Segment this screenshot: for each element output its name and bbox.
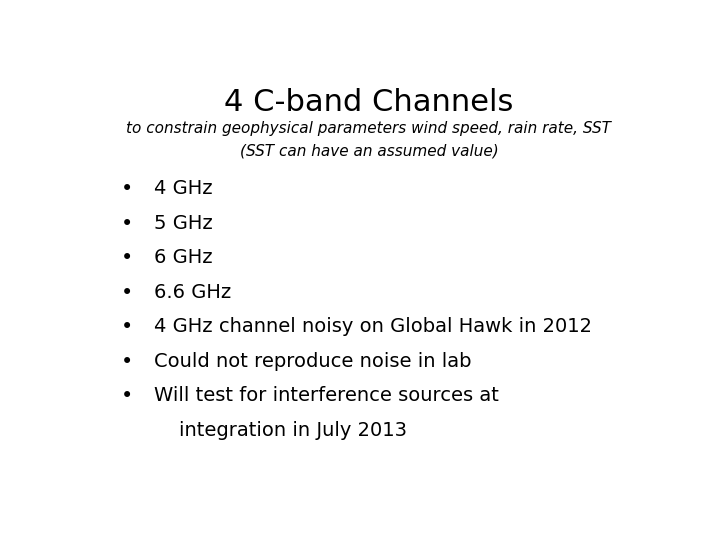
Text: •: • [121, 317, 133, 337]
Text: •: • [121, 352, 133, 372]
Text: (SST can have an assumed value): (SST can have an assumed value) [240, 144, 498, 159]
Text: 6.6 GHz: 6.6 GHz [154, 282, 231, 302]
Text: to constrain geophysical parameters wind speed, rain rate, SST: to constrain geophysical parameters wind… [127, 121, 611, 136]
Text: 4 GHz channel noisy on Global Hawk in 2012: 4 GHz channel noisy on Global Hawk in 20… [154, 317, 592, 336]
Text: 5 GHz: 5 GHz [154, 214, 213, 233]
Text: Will test for interference sources at: Will test for interference sources at [154, 386, 499, 405]
Text: •: • [121, 282, 133, 303]
Text: •: • [121, 248, 133, 268]
Text: •: • [121, 179, 133, 199]
Text: •: • [121, 214, 133, 234]
Text: Could not reproduce noise in lab: Could not reproduce noise in lab [154, 352, 472, 370]
Text: 4 GHz: 4 GHz [154, 179, 213, 198]
Text: 6 GHz: 6 GHz [154, 248, 213, 267]
Text: 4 C-band Channels: 4 C-band Channels [225, 87, 513, 117]
Text: •: • [121, 386, 133, 406]
Text: integration in July 2013: integration in July 2013 [154, 421, 408, 440]
